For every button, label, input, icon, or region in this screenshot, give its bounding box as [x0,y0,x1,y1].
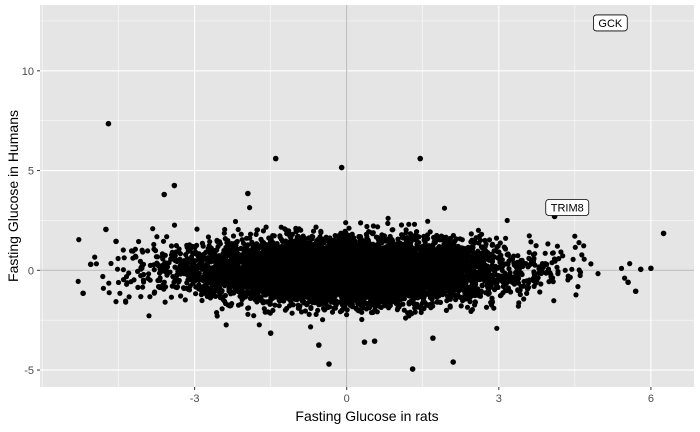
data-point [280,238,286,245]
data-point [154,234,160,240]
data-point [92,254,98,260]
data-point [238,231,244,237]
data-point [150,226,156,232]
data-point [106,280,112,286]
data-point [406,221,412,227]
data-point [306,311,312,317]
data-point [139,247,145,253]
data-point [375,224,381,230]
data-point [545,241,551,247]
data-point [114,266,121,272]
data-point [113,299,119,305]
data-point [194,226,200,232]
data-point [247,205,253,211]
data-point [479,231,485,237]
data-point [245,311,251,317]
data-point [152,289,158,295]
plot-panel [40,5,694,387]
data-point [308,324,314,330]
data-point [249,241,255,248]
data-point [147,294,153,300]
data-point [276,303,282,309]
data-point [100,285,106,291]
data-point [416,240,422,246]
data-point [223,322,229,328]
data-point [550,250,556,256]
data-point [560,253,566,259]
data-point [121,255,127,261]
data-point [261,306,267,312]
data-point [230,233,237,239]
data-point [115,279,122,286]
data-point [411,221,418,227]
data-point [546,279,552,285]
data-point [320,305,327,312]
data-point [521,283,527,289]
data-point [123,298,129,304]
data-point [579,252,585,258]
data-point [385,215,391,221]
data-point [256,322,262,328]
data-point [138,273,144,279]
data-point [441,205,448,211]
data-point [572,244,578,250]
data-point [178,293,184,299]
data-point [472,302,478,308]
data-point [526,233,532,239]
data-point [418,309,424,315]
data-point [528,239,534,245]
data-point [100,273,106,280]
data-point [152,248,159,254]
data-point [538,281,544,287]
data-point [126,294,132,300]
data-point [364,223,370,230]
data-point [115,255,121,262]
data-point [494,325,500,331]
data-points [75,120,667,372]
data-point [521,296,527,302]
data-point [385,220,391,226]
data-point [260,228,266,234]
data-point [108,260,114,267]
data-point [313,224,319,230]
data-point [524,290,530,296]
data-point [199,297,205,304]
data-point [246,305,252,311]
data-point [222,292,228,299]
data-point [219,306,225,312]
data-point [160,238,167,244]
data-point [343,220,349,226]
data-point [537,289,543,295]
data-point [505,251,511,257]
data-point [187,246,194,252]
data-point [526,249,532,255]
data-point [486,237,493,243]
data-point [186,287,193,293]
data-point [200,243,206,249]
data-point [398,222,405,228]
data-point [315,307,321,313]
data-point [187,283,193,289]
data-point [622,275,628,281]
data-point [359,316,365,323]
data-point [171,222,178,228]
data-point [298,309,305,315]
data-point [562,267,568,273]
data-point [193,291,199,297]
data-point [468,231,474,237]
data-point [554,243,561,249]
data-point [413,233,419,239]
data-point [232,218,239,225]
data-point [475,227,481,233]
data-point [146,313,152,319]
data-point [253,231,259,237]
data-point [93,261,99,267]
